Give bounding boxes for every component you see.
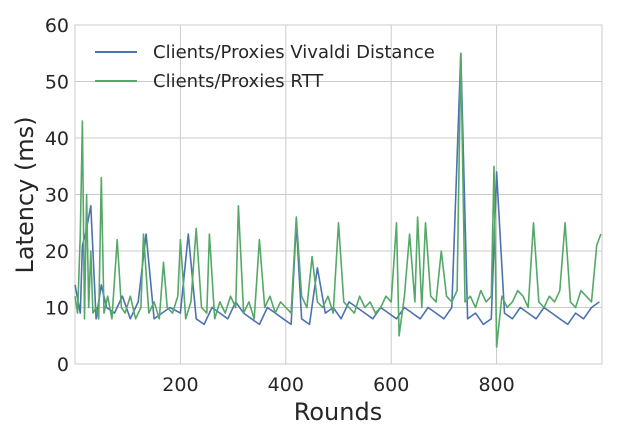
y-tick-label: 20 (45, 241, 69, 263)
x-tick-label: 600 (373, 374, 409, 396)
x-axis-label: Rounds (294, 398, 382, 426)
grid-lines (75, 24, 602, 365)
x-tick-label: 200 (162, 374, 198, 396)
series-lines (74, 52, 602, 348)
y-tick-labels: 0 10 20 30 40 50 60 (45, 15, 69, 376)
x-tick-labels: 200 400 600 800 (162, 374, 514, 396)
legend-entry: Clients/Proxies RTT (95, 71, 324, 92)
y-tick-label: 60 (45, 15, 69, 37)
y-axis-label: Latency (ms) (11, 116, 39, 273)
x-tick-label: 400 (268, 374, 304, 396)
legend-label: Clients/Proxies Vivaldi Distance (153, 42, 435, 63)
y-tick-label: 40 (45, 128, 69, 150)
y-tick-label: 50 (45, 72, 69, 94)
legend-label: Clients/Proxies RTT (153, 71, 324, 92)
x-tick-label: 800 (478, 374, 514, 396)
series-line-rtt (74, 52, 602, 348)
y-tick-label: 0 (57, 354, 69, 376)
legend: Clients/Proxies Vivaldi Distance Clients/… (95, 42, 435, 92)
y-tick-label: 10 (45, 298, 69, 320)
legend-entry: Clients/Proxies Vivaldi Distance (95, 42, 435, 63)
y-tick-label: 30 (45, 185, 69, 207)
